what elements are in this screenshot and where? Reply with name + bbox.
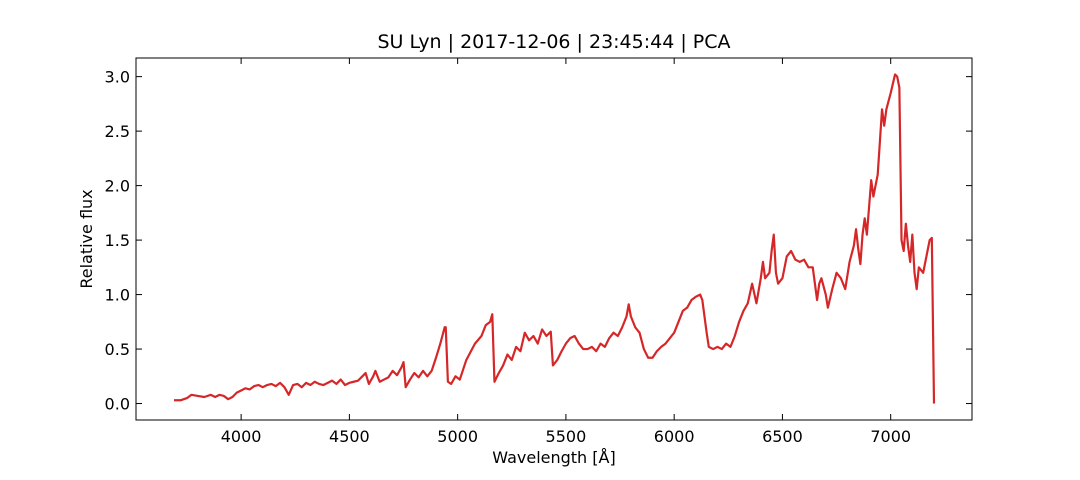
y-tick-label: 0.0 <box>105 395 130 414</box>
x-tick-label: 6000 <box>654 427 695 446</box>
x-tick-label: 7000 <box>870 427 911 446</box>
plot-frame <box>135 57 973 421</box>
y-tick-label: 3.0 <box>105 68 130 87</box>
x-tick-label: 4000 <box>221 427 262 446</box>
y-tick-label: 1.5 <box>105 231 130 250</box>
x-tick-label: 4500 <box>329 427 370 446</box>
x-tick-label: 5000 <box>437 427 478 446</box>
y-tick-label: 2.0 <box>105 177 130 196</box>
y-tick-label: 0.5 <box>105 340 130 359</box>
y-axis-label: Relative flux <box>77 189 96 288</box>
x-tick-label: 6500 <box>762 427 803 446</box>
x-axis-label: Wavelength [Å] <box>492 448 615 467</box>
spectrum-line <box>174 73 936 404</box>
y-tick-label: 2.5 <box>105 122 130 141</box>
chart-title: SU Lyn | 2017-12-06 | 23:45:44 | PCA <box>377 31 730 53</box>
x-tick-label: 5500 <box>546 427 587 446</box>
y-tick-label: 1.0 <box>105 286 130 305</box>
